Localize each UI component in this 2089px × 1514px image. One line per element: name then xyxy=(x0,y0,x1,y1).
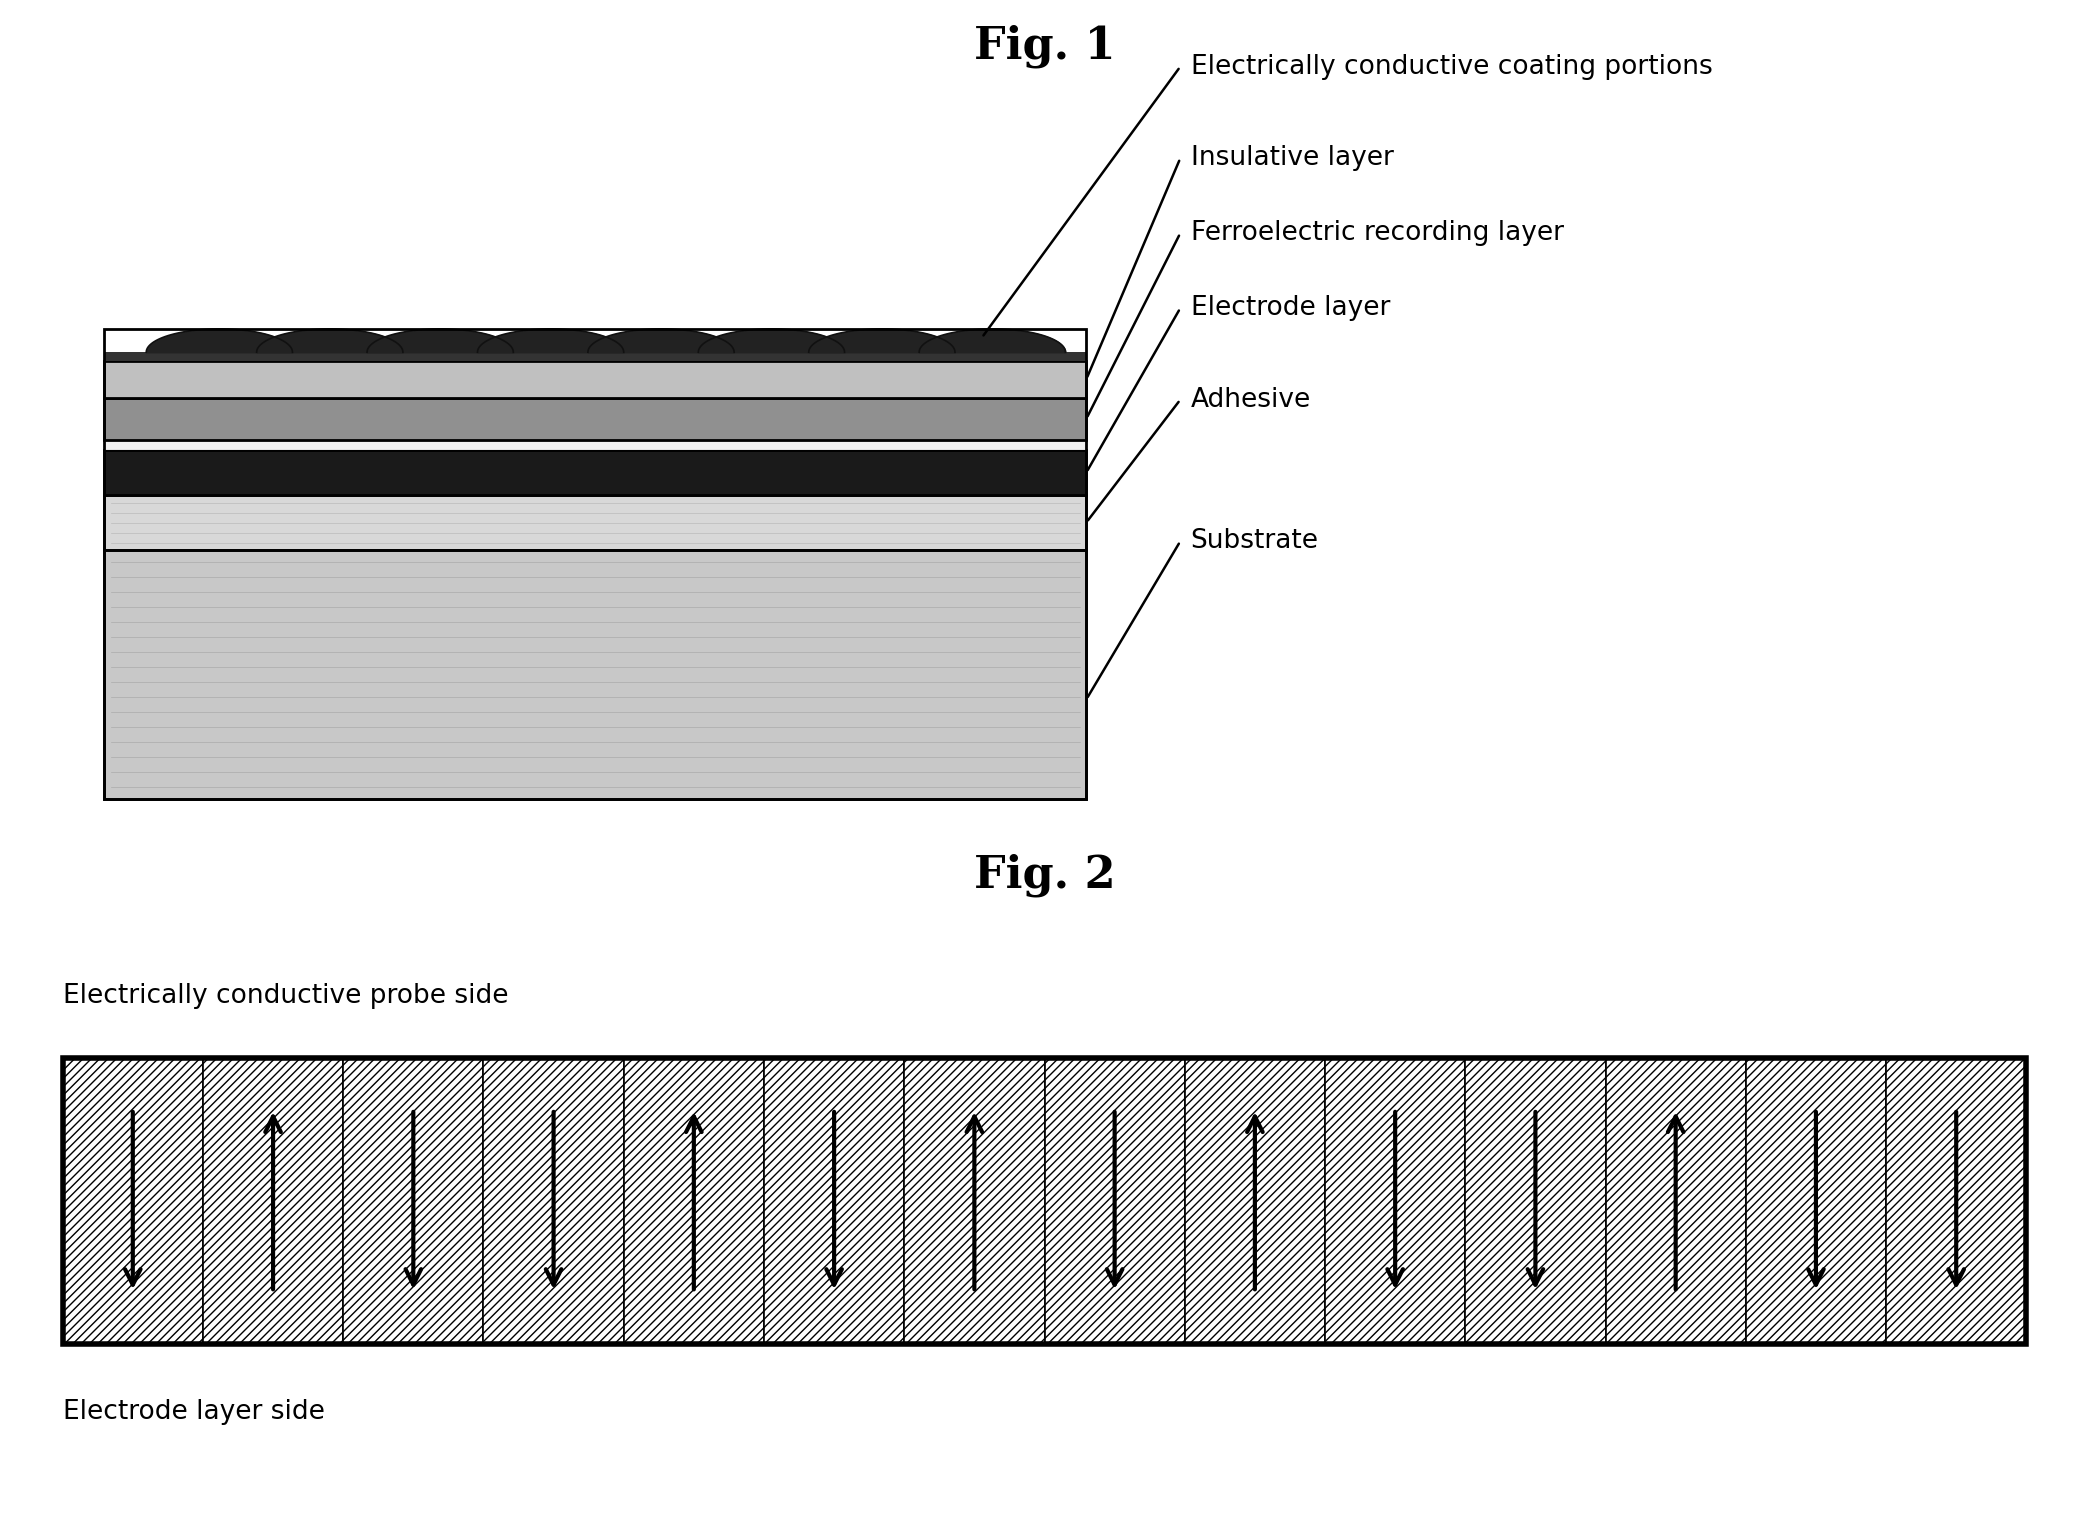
Bar xyxy=(104,360,1086,398)
Bar xyxy=(104,439,1086,450)
Bar xyxy=(1746,1057,1886,1344)
Text: Electrically conductive coating portions: Electrically conductive coating portions xyxy=(1191,53,1713,80)
Bar xyxy=(203,1057,343,1344)
Bar xyxy=(343,1057,483,1344)
Bar xyxy=(905,1057,1044,1344)
Bar xyxy=(1184,1057,1324,1344)
Bar xyxy=(104,398,1086,439)
Bar xyxy=(625,1057,765,1344)
Bar xyxy=(104,495,1086,550)
Bar xyxy=(483,1057,625,1344)
Text: Adhesive: Adhesive xyxy=(1191,386,1312,413)
Bar xyxy=(104,353,1086,360)
Bar xyxy=(104,495,1086,550)
Bar xyxy=(1324,1057,1464,1344)
Bar xyxy=(63,1057,2026,1344)
Bar xyxy=(104,550,1086,799)
Bar xyxy=(104,329,1086,799)
Bar xyxy=(1044,1057,1184,1344)
Text: Electrode layer side: Electrode layer side xyxy=(63,1399,324,1425)
Text: Insulative layer: Insulative layer xyxy=(1191,145,1393,171)
Bar xyxy=(104,550,1086,799)
Bar xyxy=(1606,1057,1746,1344)
Text: Fig. 1: Fig. 1 xyxy=(973,24,1116,68)
Bar xyxy=(63,1057,203,1344)
Text: Electrically conductive probe side: Electrically conductive probe side xyxy=(63,983,508,1010)
Text: Electrode layer: Electrode layer xyxy=(1191,295,1389,321)
Bar xyxy=(765,1057,905,1344)
Bar xyxy=(1464,1057,1606,1344)
Text: Ferroelectric recording layer: Ferroelectric recording layer xyxy=(1191,220,1565,247)
Bar xyxy=(104,450,1086,495)
Text: Substrate: Substrate xyxy=(1191,528,1318,554)
Bar xyxy=(1886,1057,2026,1344)
Text: Fig. 2: Fig. 2 xyxy=(973,852,1116,896)
